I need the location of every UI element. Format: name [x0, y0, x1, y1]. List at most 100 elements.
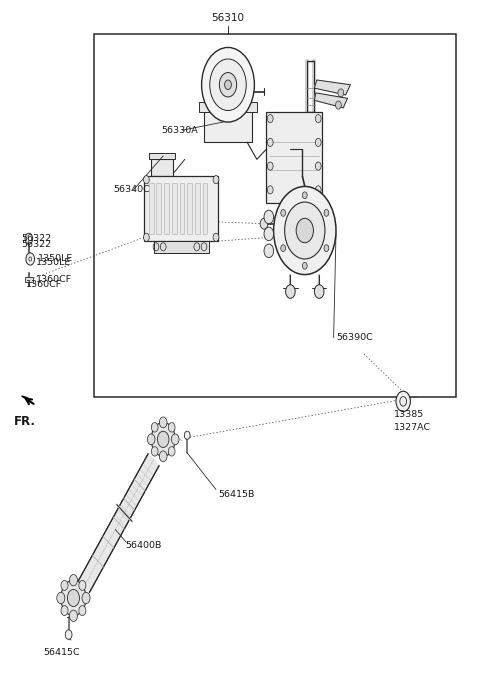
Circle shape: [171, 434, 179, 445]
Circle shape: [225, 80, 231, 89]
Circle shape: [281, 210, 286, 216]
Circle shape: [148, 435, 155, 444]
Circle shape: [264, 244, 274, 258]
Circle shape: [151, 422, 158, 432]
Bar: [266, 112, 322, 203]
Circle shape: [70, 611, 77, 621]
Text: 56340C: 56340C: [113, 185, 150, 195]
Circle shape: [286, 285, 295, 298]
Text: 13385: 13385: [394, 410, 424, 420]
Bar: [204, 108, 252, 142]
Circle shape: [159, 451, 167, 462]
Circle shape: [79, 605, 86, 616]
Circle shape: [202, 47, 254, 122]
Text: 56330A: 56330A: [161, 125, 198, 135]
Bar: [144, 176, 218, 241]
Circle shape: [147, 434, 155, 445]
Circle shape: [285, 202, 325, 259]
Circle shape: [61, 605, 68, 616]
Text: 56322: 56322: [22, 239, 52, 249]
Circle shape: [57, 593, 64, 603]
Text: 56310: 56310: [212, 13, 244, 22]
Circle shape: [160, 418, 167, 427]
Circle shape: [338, 89, 344, 97]
Bar: [172, 183, 177, 234]
Circle shape: [281, 245, 286, 252]
Circle shape: [267, 186, 273, 194]
Circle shape: [151, 447, 158, 456]
Bar: [199, 102, 257, 112]
Circle shape: [274, 186, 336, 275]
Text: 1350LE: 1350LE: [36, 258, 71, 267]
Circle shape: [267, 115, 273, 123]
Circle shape: [157, 431, 169, 447]
Text: 56415C: 56415C: [43, 647, 80, 657]
Circle shape: [302, 192, 307, 199]
Circle shape: [168, 447, 175, 456]
Circle shape: [336, 101, 341, 109]
Circle shape: [151, 422, 175, 456]
Text: FR.: FR.: [13, 415, 36, 428]
Bar: [25, 277, 33, 282]
Bar: [164, 183, 169, 234]
Polygon shape: [79, 454, 159, 593]
Bar: [187, 183, 192, 234]
Circle shape: [324, 210, 329, 216]
Text: 56390C: 56390C: [336, 333, 373, 342]
Circle shape: [315, 186, 321, 194]
Circle shape: [25, 233, 33, 244]
Circle shape: [61, 580, 68, 591]
Text: 1360CF: 1360CF: [26, 280, 62, 290]
Circle shape: [82, 593, 90, 603]
Circle shape: [70, 575, 77, 585]
Bar: [195, 183, 200, 234]
Circle shape: [315, 138, 321, 146]
Circle shape: [267, 138, 273, 146]
Text: 1360CF: 1360CF: [36, 275, 72, 284]
Bar: [180, 183, 184, 234]
Bar: [154, 241, 209, 253]
Bar: [203, 183, 207, 234]
Circle shape: [79, 580, 86, 591]
Circle shape: [210, 59, 246, 111]
Bar: [149, 183, 154, 234]
Circle shape: [302, 262, 307, 269]
Circle shape: [67, 589, 80, 607]
Circle shape: [168, 422, 175, 432]
Polygon shape: [314, 93, 348, 108]
Bar: [151, 159, 173, 176]
Circle shape: [83, 593, 90, 603]
Circle shape: [213, 176, 219, 184]
Circle shape: [26, 253, 35, 265]
Text: 1350LE: 1350LE: [37, 254, 72, 264]
Circle shape: [70, 610, 77, 622]
Circle shape: [324, 245, 329, 252]
Text: 56322: 56322: [22, 234, 52, 243]
Circle shape: [296, 218, 313, 243]
Bar: [94, 34, 456, 397]
Polygon shape: [22, 396, 30, 401]
Circle shape: [160, 452, 167, 461]
Circle shape: [315, 115, 321, 123]
Bar: [149, 153, 175, 159]
Circle shape: [159, 417, 167, 428]
Circle shape: [213, 233, 219, 241]
Circle shape: [219, 73, 237, 97]
Circle shape: [315, 162, 321, 170]
Bar: [156, 183, 161, 234]
Circle shape: [144, 176, 149, 184]
Text: 56415B: 56415B: [218, 490, 255, 500]
Circle shape: [264, 210, 274, 224]
Circle shape: [184, 431, 190, 439]
Circle shape: [314, 285, 324, 298]
Text: 56400B: 56400B: [125, 541, 161, 551]
Circle shape: [267, 162, 273, 170]
Circle shape: [65, 630, 72, 639]
Circle shape: [264, 227, 274, 241]
Circle shape: [70, 574, 77, 586]
Circle shape: [61, 580, 86, 616]
Circle shape: [57, 593, 65, 603]
Circle shape: [144, 233, 149, 241]
Circle shape: [172, 435, 179, 444]
Polygon shape: [314, 80, 350, 95]
